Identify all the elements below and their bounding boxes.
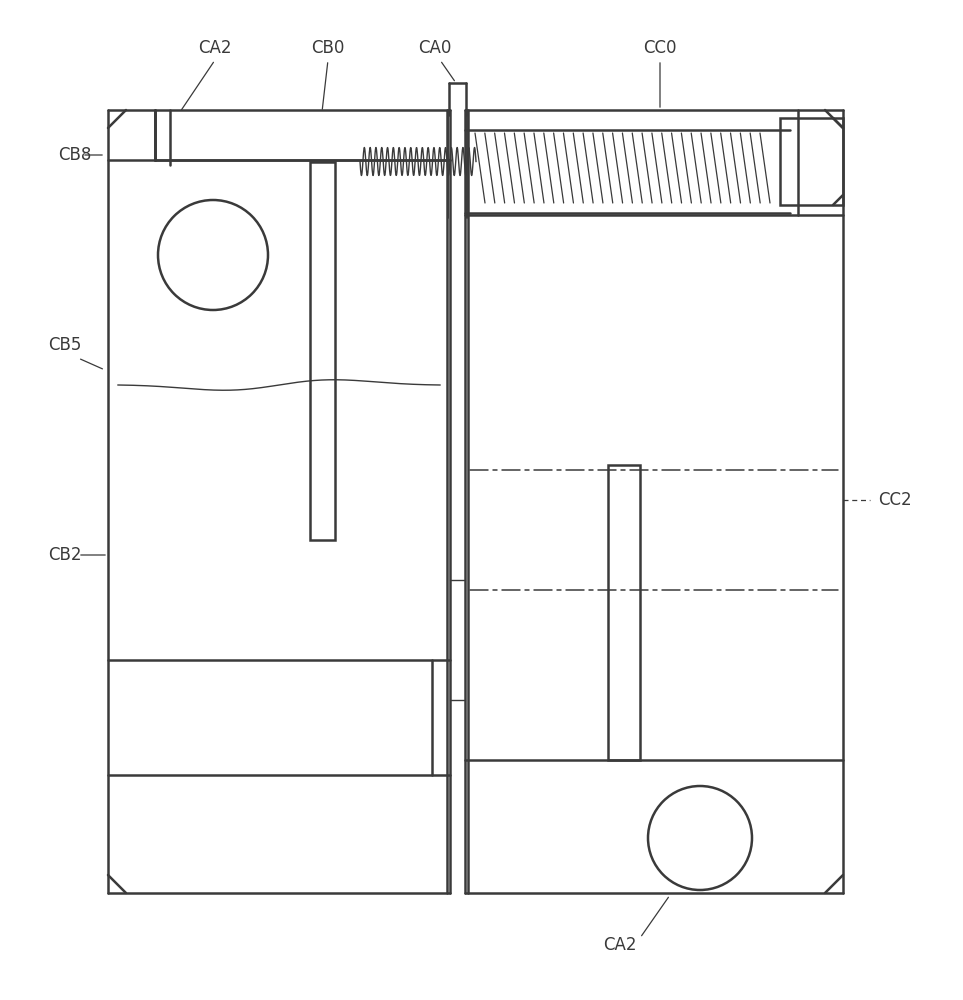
Bar	[780, 118, 843, 205]
Text: CC2: CC2	[878, 491, 912, 509]
Text: CC0: CC0	[643, 39, 677, 57]
Text: CA0: CA0	[418, 39, 452, 57]
Text: CB0: CB0	[311, 39, 345, 57]
Text: CB2: CB2	[48, 546, 82, 564]
Text: CA2: CA2	[603, 936, 637, 954]
Text: CB5: CB5	[48, 336, 82, 354]
Bar	[310, 162, 335, 540]
Text: CB8: CB8	[58, 146, 91, 164]
Text: CA2: CA2	[198, 39, 232, 57]
Bar	[608, 465, 640, 760]
